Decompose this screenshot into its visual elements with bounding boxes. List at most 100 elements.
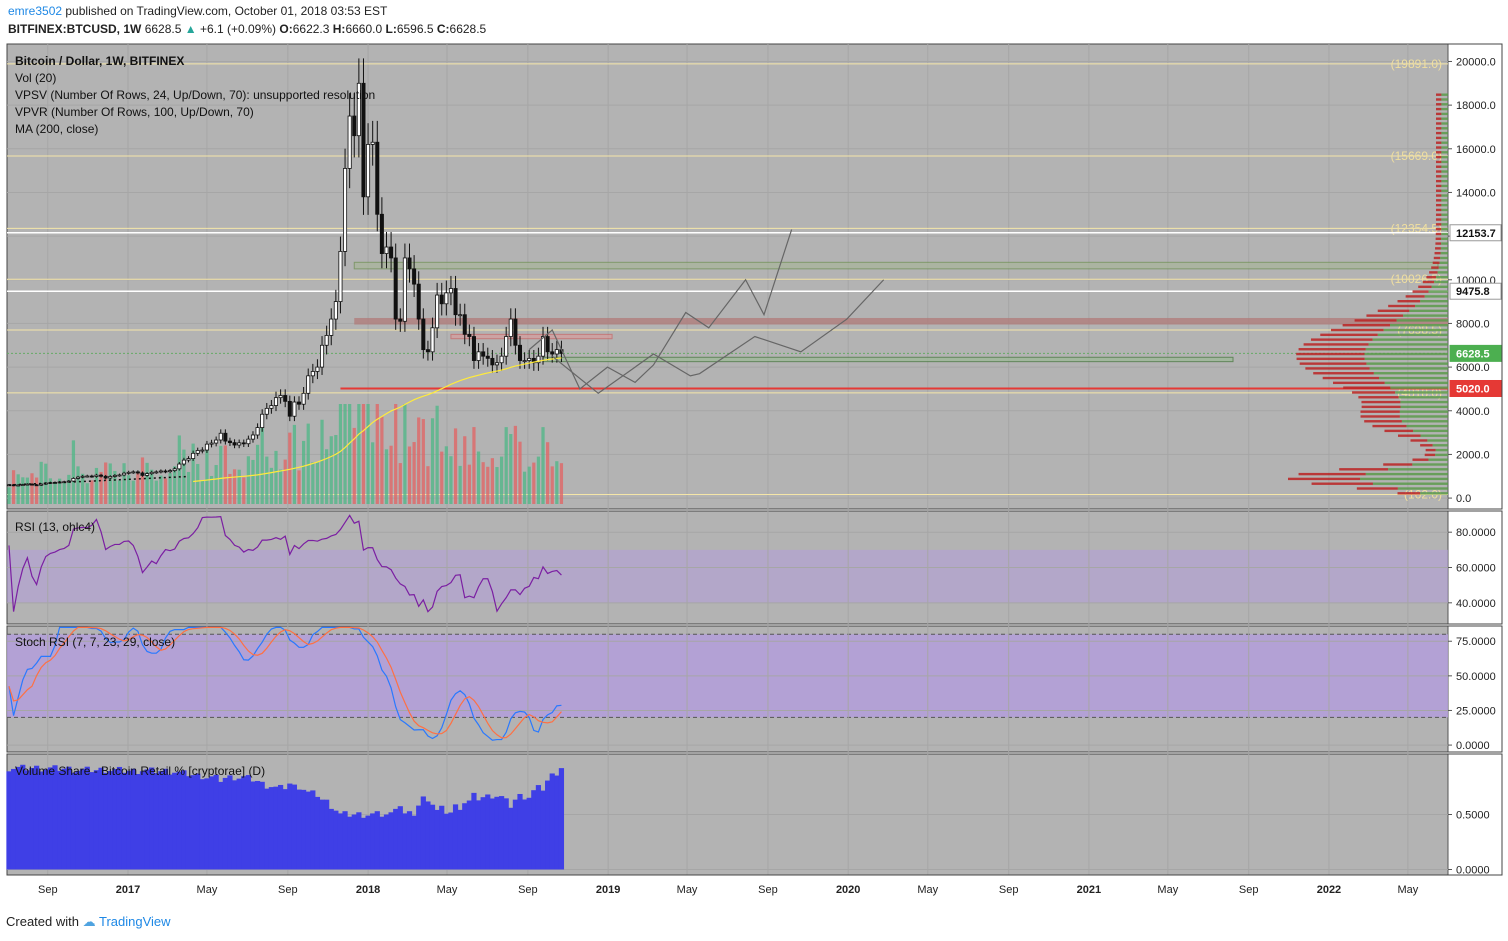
volume-bar [435, 405, 439, 504]
chart-canvas[interactable]: 20000.018000.016000.014000.012000.010000… [0, 42, 1508, 910]
vpvr-bar [1322, 376, 1380, 380]
retail-bar [429, 804, 436, 870]
author-link[interactable]: emre3502 [8, 4, 63, 18]
candle-body [458, 314, 463, 317]
volume-bar [486, 466, 490, 504]
candle-body [71, 478, 76, 482]
time-axis-label: Sep [38, 884, 58, 896]
stoch-d-line [8, 626, 562, 739]
volume-bar [380, 416, 384, 504]
vpvr-bar [1379, 376, 1448, 380]
vpvr-bar [1436, 275, 1448, 279]
candle-body [352, 115, 357, 137]
volume-bar [168, 473, 172, 504]
retail-bar [324, 799, 330, 870]
retail-bar [116, 766, 123, 870]
volume-bar [251, 459, 255, 504]
price-pane[interactable]: 20000.018000.016000.014000.012000.010000… [6, 43, 1503, 510]
vpvr-bar [1360, 410, 1400, 413]
retail-bar [342, 811, 348, 870]
time-axis-label: 2017 [116, 884, 140, 896]
candle-body [255, 427, 260, 436]
candle-body [508, 318, 513, 337]
tradingview-link[interactable]: TradingView [99, 914, 171, 929]
candle-body [324, 335, 329, 346]
vpvr-bar [1399, 415, 1448, 418]
candle-body [453, 288, 458, 316]
retail-bar [93, 770, 100, 870]
stoch-rsi-pane[interactable]: 75.0000 50.0000 25.0000 0.0000 [6, 625, 1503, 753]
vpvr-bar [1441, 223, 1448, 226]
vpvr-bar [1435, 232, 1442, 236]
vpvr-bar [1397, 492, 1421, 495]
price-tag [1449, 379, 1502, 397]
tradingview-logo-icon[interactable]: ☁ [82, 914, 96, 929]
time-axis-label: Sep [999, 884, 1019, 896]
volume-bar [191, 443, 195, 504]
retail-bar [75, 770, 81, 870]
candle-body [94, 474, 99, 477]
volume-bar [315, 462, 320, 504]
vpvr-bar [1438, 266, 1448, 269]
stoch-axis-tick-label: 50.0000 [1456, 671, 1496, 683]
candle-body [168, 470, 173, 473]
candle-body [545, 336, 550, 353]
retail-bar [517, 793, 523, 870]
time-axis-label: Sep [1239, 884, 1259, 896]
volume-bar [536, 456, 541, 504]
retail-bar [328, 808, 334, 870]
vpvr-bar [1441, 175, 1448, 178]
mid-zone [450, 333, 613, 340]
retail-bar [103, 772, 109, 870]
volume-bar [108, 463, 112, 504]
price-axis-tick-label: 0.0 [1456, 493, 1471, 505]
volume-bar [117, 480, 122, 504]
retail-bar [291, 784, 298, 870]
retail-bar [185, 776, 192, 870]
rsi-axis-tick-label: 40.0000 [1456, 598, 1496, 610]
ma-200-line [193, 357, 562, 483]
candle-body [370, 141, 375, 145]
time-axis[interactable]: Sep 2017 May Sep 2018 May Sep 2019 May Sep 2020 May… [7, 874, 1502, 899]
vpvr-bar [1436, 131, 1442, 135]
candle-body [126, 471, 131, 474]
price-axis-tick-label: 14000.0 [1456, 187, 1496, 199]
candle-body [112, 474, 117, 477]
fib-level-label: (10026.5) [1391, 272, 1442, 286]
vpvr-bar [1333, 381, 1385, 385]
vpvr-bar [1435, 237, 1442, 240]
volume-bar [242, 477, 246, 504]
candle-body [462, 314, 467, 335]
price-tag-label: 6628.5 [1456, 348, 1490, 360]
vpvr-bar [1435, 227, 1442, 231]
price-axis-area [1448, 44, 1503, 509]
candle-body [292, 401, 297, 417]
volume-bar [283, 459, 287, 504]
candle-body [20, 484, 25, 486]
volume-bar [214, 465, 218, 504]
retail-bar [549, 773, 555, 870]
candle-body [412, 268, 417, 285]
vpvr-bar [1342, 324, 1391, 327]
retail-bar [554, 775, 560, 870]
retail-volume-pane[interactable]: 0.5000 0.0000 [6, 753, 1503, 877]
vpvr-bar [1372, 338, 1448, 341]
indicator-vpsv: VPSV (Number Of Rows, 24, Up/Down, 70): … [15, 88, 375, 102]
retail-bar [393, 808, 399, 870]
retail-bar [199, 779, 205, 870]
volume-bar [94, 467, 99, 504]
volume-bar [522, 471, 527, 504]
vpvr-bar [1436, 98, 1442, 101]
rsi-pane[interactable]: 80.0000 60.0000 40.0000 [6, 510, 1503, 625]
retail-bar [439, 805, 445, 870]
time-axis-label: 2018 [356, 884, 380, 896]
retail-bar [112, 769, 118, 870]
retail-bar [443, 813, 449, 870]
volume-bar [555, 461, 559, 504]
retail-bar [296, 789, 302, 870]
vpvr-bar [1441, 160, 1448, 164]
volume-bar [476, 451, 481, 504]
symbol-line: BITFINEX:BTCUSD, 1W 6628.5 ▲ +6.1 (+0.09… [8, 22, 486, 36]
volume-bar [34, 477, 39, 504]
candle-body [273, 397, 279, 406]
